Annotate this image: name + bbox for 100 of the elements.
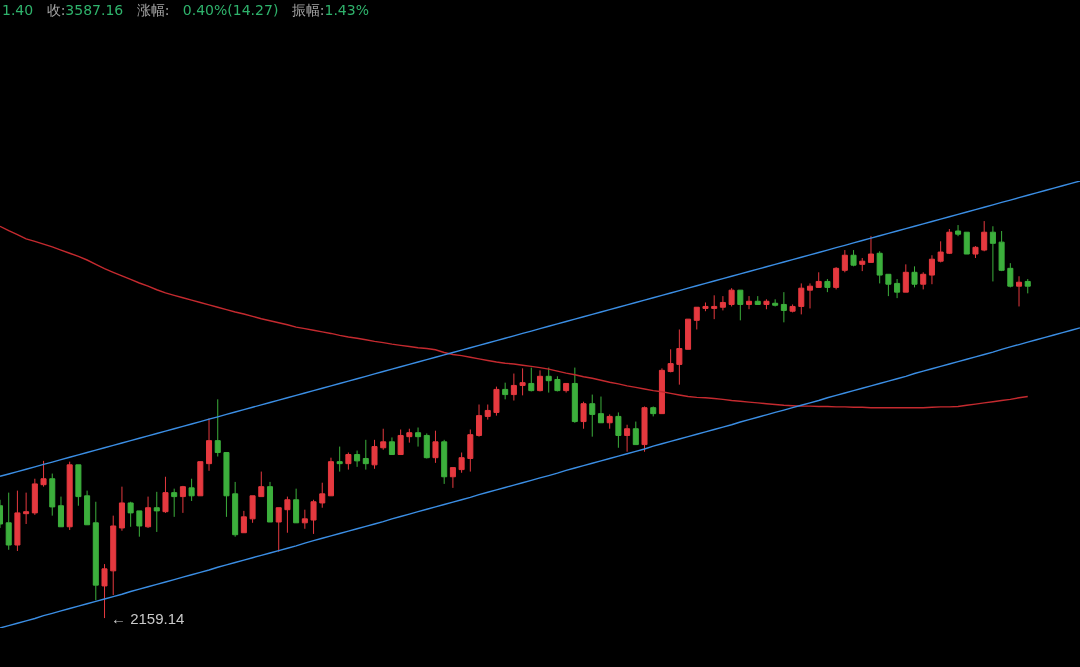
candlestick <box>981 220 988 252</box>
candlestick <box>580 401 587 430</box>
candlestick <box>206 417 213 472</box>
candlestick <box>23 492 30 525</box>
candlestick <box>75 464 82 507</box>
candlestick <box>14 490 21 552</box>
candlestick <box>972 245 979 259</box>
candlestick <box>232 481 239 538</box>
candlestick <box>249 495 256 524</box>
candlestick <box>536 369 544 392</box>
candlestick <box>118 486 125 532</box>
candlestick <box>31 478 38 516</box>
candlestick <box>615 411 622 449</box>
candlestick <box>275 507 282 553</box>
candlestick <box>458 452 465 474</box>
candlestick <box>528 367 535 392</box>
candlestick <box>876 250 883 284</box>
candlestick <box>380 428 387 451</box>
candlestick <box>911 265 918 288</box>
candlestick <box>57 496 64 528</box>
candlestick <box>946 228 953 255</box>
candlestick <box>676 328 683 386</box>
candlestick <box>841 249 848 273</box>
candlestick <box>650 405 657 417</box>
candlestick <box>92 501 99 601</box>
candlestick <box>597 396 604 424</box>
candlestick <box>632 421 639 446</box>
candlestick <box>728 287 735 307</box>
candlestick <box>197 461 204 497</box>
candlestick <box>336 446 343 473</box>
candlestick <box>754 295 761 305</box>
candlestick <box>702 301 709 312</box>
candlestick <box>554 375 561 392</box>
candlestick <box>293 488 300 524</box>
candlestick <box>319 482 326 509</box>
candlestick <box>789 303 796 313</box>
candlestick <box>815 271 822 288</box>
candlestick <box>301 509 308 530</box>
candlestick <box>371 439 378 470</box>
candlestick <box>867 235 874 263</box>
candlestick <box>693 306 700 330</box>
candlestick <box>806 282 814 309</box>
candlestick <box>449 467 456 489</box>
candlestick <box>502 382 509 400</box>
candlestick <box>571 367 578 424</box>
candlestick <box>214 398 221 457</box>
candlestick <box>667 348 674 373</box>
candlestick <box>824 278 831 293</box>
candlestick <box>1024 278 1031 294</box>
candlestick <box>476 404 483 438</box>
candlestick <box>110 515 117 596</box>
candlestick <box>406 428 413 444</box>
candlestick <box>162 476 169 514</box>
candlestick <box>589 394 596 438</box>
candlestick <box>685 318 692 350</box>
candlestick <box>310 499 317 535</box>
candlestick <box>563 382 570 394</box>
candlestick <box>510 373 517 402</box>
candlestick <box>284 496 291 534</box>
candlestick <box>5 492 12 551</box>
candlestick <box>49 473 56 517</box>
chart-title: 1.40 收:3587.16 涨幅: 0.40%(14.27) 振幅:1.43% <box>2 2 369 18</box>
candlestick <box>345 452 352 471</box>
candlestick <box>963 231 970 255</box>
candlestick <box>388 436 395 456</box>
candlestick <box>423 432 430 459</box>
candlestick <box>223 452 230 518</box>
candlestick <box>928 254 935 285</box>
candlestick <box>920 271 927 290</box>
candlestick <box>493 386 500 417</box>
candlestick <box>179 485 186 514</box>
candlestick <box>658 367 665 415</box>
candlestick <box>354 450 361 468</box>
candlestick <box>441 439 448 485</box>
candlestick <box>153 491 160 533</box>
candlestick <box>467 429 474 473</box>
candlestick <box>955 224 962 237</box>
candlestick <box>127 501 134 528</box>
candlestick <box>937 240 944 263</box>
candlestick <box>84 490 91 526</box>
candlestick <box>850 249 857 267</box>
candlestick <box>519 367 526 396</box>
candlestick <box>136 510 143 538</box>
candlestick <box>859 257 866 272</box>
candlestick <box>719 295 726 311</box>
candlestick <box>327 457 334 497</box>
candlestick <box>188 478 195 502</box>
candlestick <box>101 563 108 619</box>
candlestick <box>737 289 744 321</box>
candlestick <box>484 404 491 421</box>
candlestick <box>711 294 718 320</box>
annotation: ← 2159.14 <box>111 610 185 627</box>
candlestick <box>362 439 369 471</box>
candlestick <box>798 282 805 315</box>
candlestick <box>1016 275 1023 307</box>
candlestick <box>1007 262 1014 288</box>
candlestick <box>266 481 274 523</box>
candlestick <box>171 488 178 518</box>
candlestick <box>641 405 648 453</box>
candlestick <box>606 413 613 430</box>
